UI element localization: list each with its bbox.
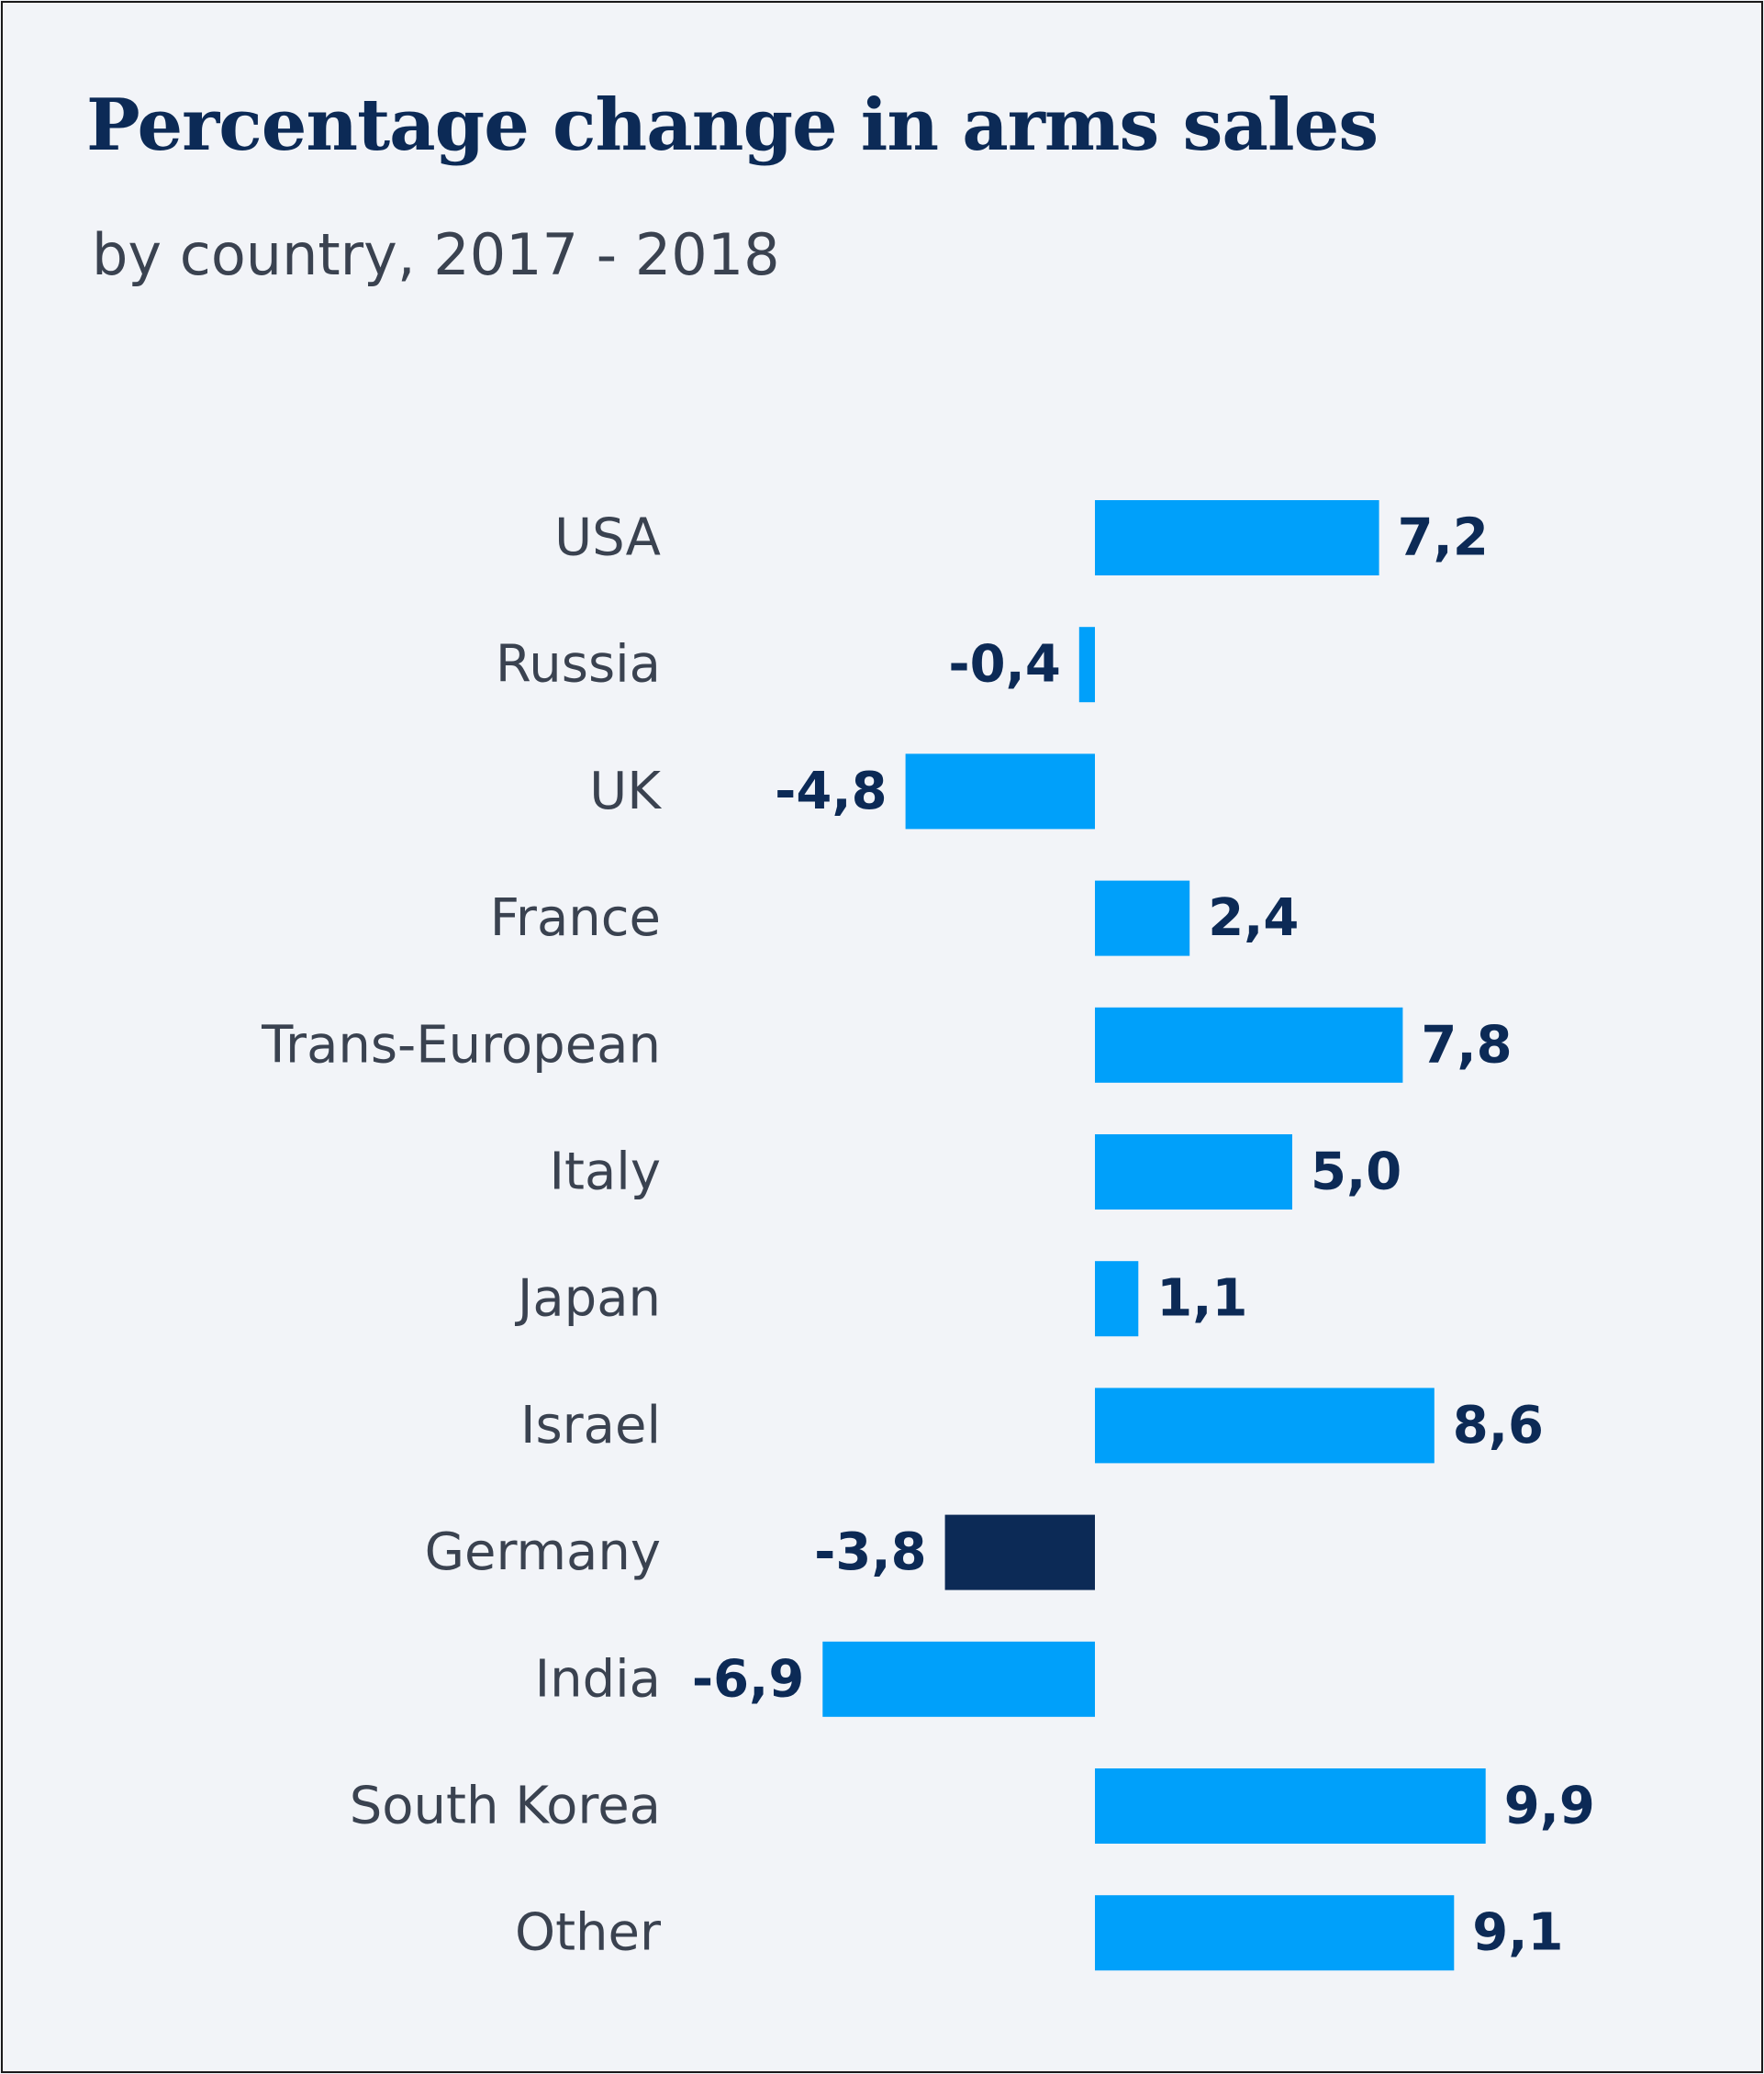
chart-title: Percentage change in arms sales bbox=[86, 84, 1379, 167]
category-label-france: France bbox=[490, 888, 661, 948]
value-label-france: 2,4 bbox=[1208, 888, 1299, 948]
chart-subtitle: by country, 2017 - 2018 bbox=[92, 221, 780, 288]
category-label-usa: USA bbox=[554, 508, 661, 568]
value-label-uk: -4,8 bbox=[775, 762, 887, 821]
value-label-italy: 5,0 bbox=[1311, 1143, 1401, 1202]
value-label-other: 9,1 bbox=[1472, 1903, 1563, 1963]
bar-trans-european bbox=[1095, 1007, 1403, 1083]
category-label-uk: UK bbox=[589, 762, 662, 821]
bar-other bbox=[1095, 1895, 1455, 1971]
category-label-south-korea: South Korea bbox=[350, 1777, 661, 1836]
category-label-israel: Israel bbox=[520, 1396, 661, 1455]
value-label-germany: -3,8 bbox=[814, 1522, 926, 1582]
category-label-germany: Germany bbox=[425, 1522, 661, 1582]
category-label-trans-european: Trans-European bbox=[261, 1015, 661, 1075]
category-label-other: Other bbox=[515, 1903, 662, 1963]
bar-uk bbox=[905, 753, 1095, 830]
bar-india bbox=[822, 1641, 1095, 1717]
value-label-japan: 1,1 bbox=[1156, 1269, 1247, 1329]
value-label-israel: 8,6 bbox=[1453, 1396, 1544, 1455]
value-label-south-korea: 9,9 bbox=[1504, 1777, 1595, 1836]
bar-germany bbox=[944, 1514, 1095, 1590]
bar-japan bbox=[1095, 1261, 1139, 1337]
value-label-india: -6,9 bbox=[692, 1649, 804, 1709]
category-label-india: India bbox=[535, 1649, 661, 1709]
bar-italy bbox=[1095, 1134, 1292, 1210]
bar-israel bbox=[1095, 1388, 1435, 1464]
category-label-japan: Japan bbox=[515, 1269, 661, 1329]
value-label-usa: 7,2 bbox=[1398, 508, 1489, 568]
bar-usa bbox=[1095, 500, 1379, 575]
bar-chart: USA 7,2 Russia -0,4 UK -4,8 France 2,4 Trans-Eur… bbox=[261, 500, 1595, 1971]
value-label-russia: -0,4 bbox=[948, 635, 1060, 695]
value-label-trans-european: 7,8 bbox=[1421, 1015, 1512, 1075]
bar-south-korea bbox=[1095, 1768, 1486, 1844]
category-label-russia: Russia bbox=[496, 635, 661, 695]
bar-france bbox=[1095, 880, 1190, 956]
category-label-italy: Italy bbox=[550, 1143, 662, 1202]
bar-russia bbox=[1078, 627, 1095, 703]
